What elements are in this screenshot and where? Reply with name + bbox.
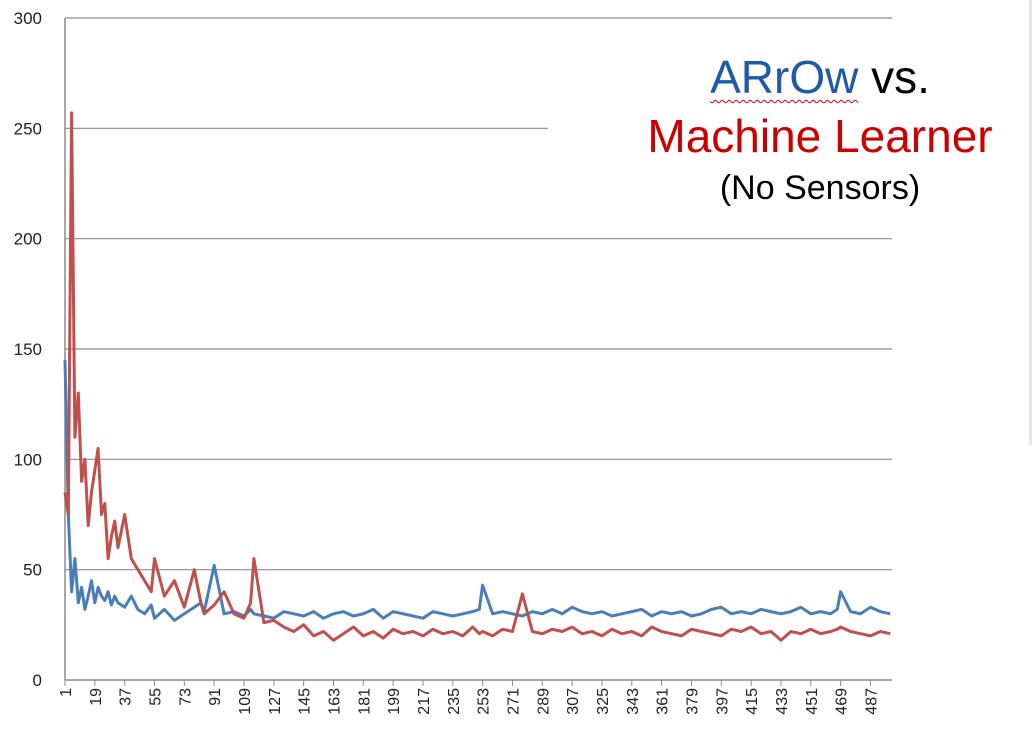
chart-title: ARrOw vs. Machine Learner (No Sensors) <box>600 48 1032 210</box>
x-tick-label: 55 <box>147 688 164 706</box>
x-tick-label: 361 <box>655 688 672 715</box>
series-line-blue <box>63 359 891 622</box>
title-vs-word: vs. <box>871 51 930 103</box>
y-tick-label: 300 <box>14 9 42 28</box>
x-tick-label: 163 <box>326 688 343 715</box>
y-tick-label: 100 <box>14 450 42 469</box>
x-tick-label: 181 <box>356 688 373 715</box>
x-tick-label: 325 <box>595 688 612 715</box>
x-tick-labels: 1 19 37 55 73 91 109 127 145 163 181 199 217 235 253 27… <box>58 688 880 715</box>
x-tick-label: 433 <box>774 688 791 715</box>
x-tick-label: 487 <box>863 688 880 715</box>
x-tick-label: 307 <box>565 688 582 715</box>
title-line-2: Machine Learner <box>647 110 993 162</box>
title-line-1: ARrOw vs. <box>600 48 1032 106</box>
axes <box>64 18 892 686</box>
y-tick-label: 200 <box>14 230 42 249</box>
x-tick-label: 271 <box>505 688 522 715</box>
series-lines <box>63 111 891 642</box>
x-tick-label: 145 <box>297 688 314 715</box>
slide-edge <box>1029 0 1032 445</box>
x-tick-label: 73 <box>177 688 194 706</box>
y-tick-label: 0 <box>33 671 42 690</box>
series-line-red <box>63 111 891 642</box>
x-tick-label: 217 <box>416 688 433 715</box>
x-tick-label: 235 <box>446 688 463 715</box>
y-tick-label: 50 <box>23 561 42 580</box>
title-arrow-word: ARrOw <box>710 51 859 103</box>
x-tick-label: 397 <box>714 688 731 715</box>
y-tick-label: 250 <box>14 119 42 138</box>
x-tick-label: 91 <box>207 688 224 706</box>
x-tick-label: 199 <box>386 688 403 715</box>
x-tick-label: 109 <box>237 688 254 715</box>
y-tick-label: 150 <box>14 340 42 359</box>
x-tick-label: 451 <box>804 688 821 715</box>
x-tick-label: 253 <box>476 688 493 715</box>
x-tick-label: 415 <box>744 688 761 715</box>
x-tick-label: 469 <box>834 688 851 715</box>
x-tick-label: 37 <box>118 688 135 706</box>
x-tick-label: 127 <box>267 688 284 715</box>
y-tick-labels: 0 50 100 150 200 250 300 <box>14 9 42 690</box>
gridlines <box>65 17 892 571</box>
title-line-3: (No Sensors) <box>719 169 921 207</box>
x-tick-label: 343 <box>625 688 642 715</box>
x-tick-label: 19 <box>88 688 105 706</box>
x-tick-label: 1 <box>58 688 75 697</box>
x-tick-label: 379 <box>684 688 701 715</box>
x-tick-label: 289 <box>535 688 552 715</box>
